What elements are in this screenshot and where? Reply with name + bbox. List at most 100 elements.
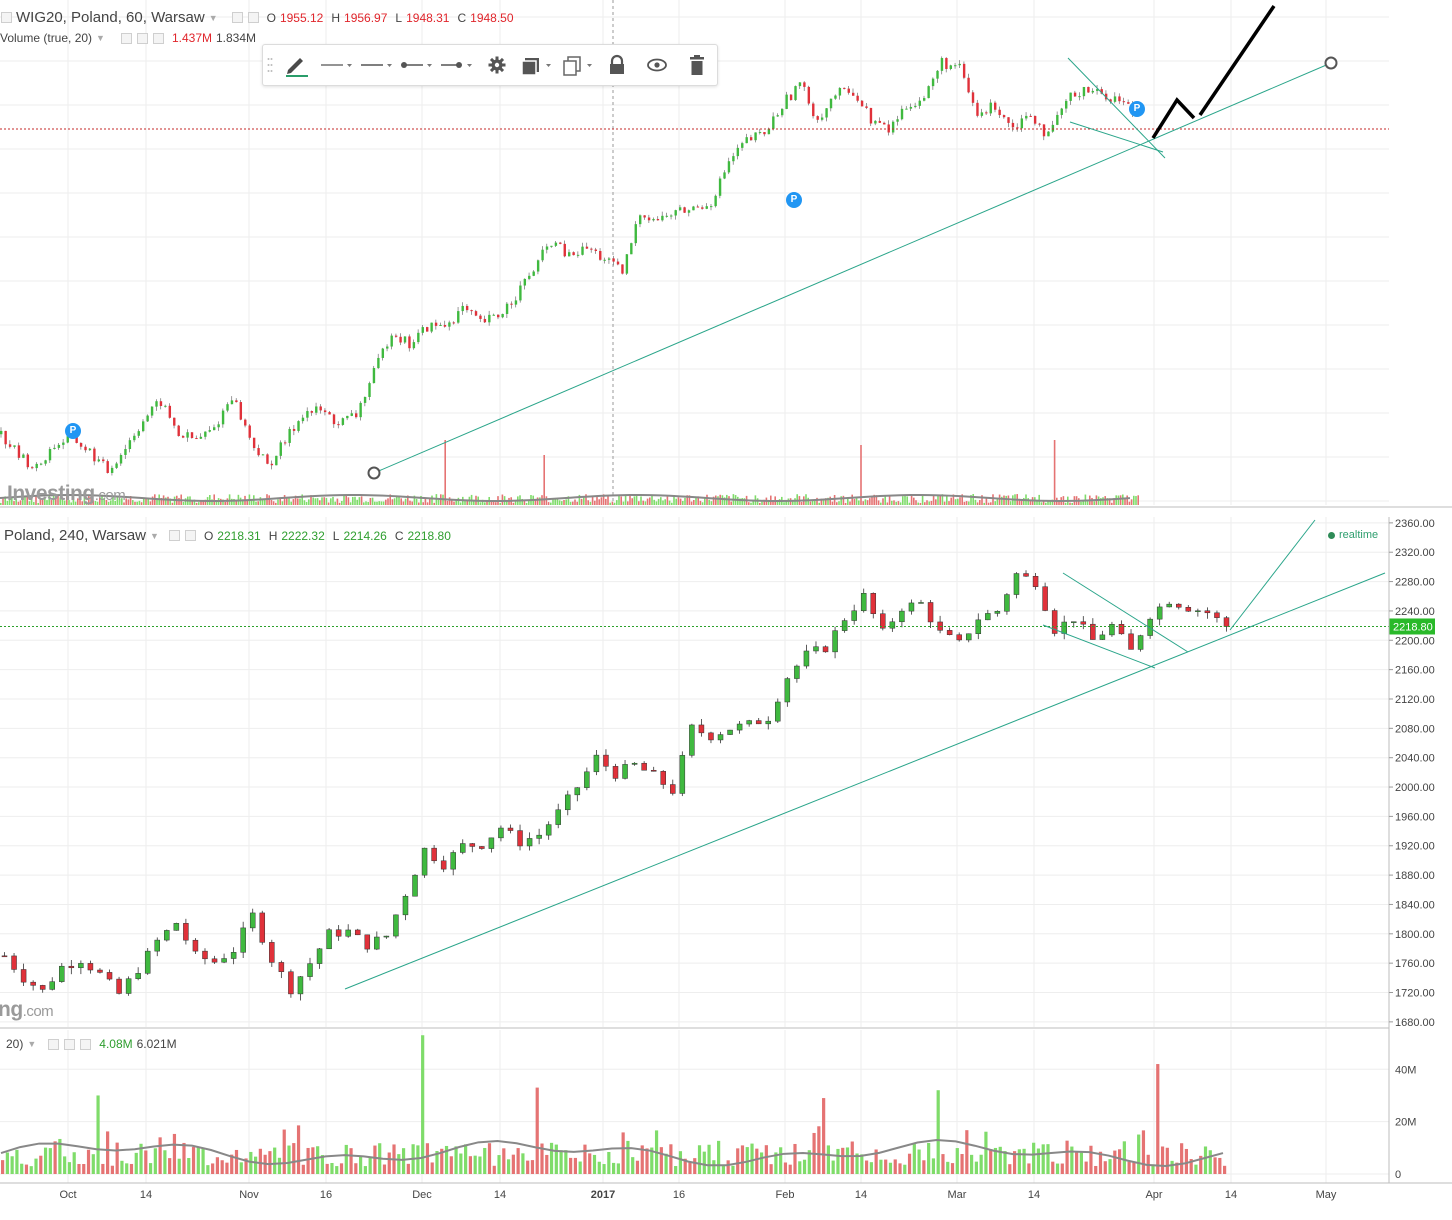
chevron-down-icon[interactable]: ▼ (27, 1039, 37, 1049)
settings-icon[interactable] (247, 12, 259, 23)
volume-bar (1208, 1150, 1212, 1174)
x-tick-label: Mar (948, 1189, 967, 1201)
layers-icon[interactable] (519, 53, 555, 77)
end-point-icon[interactable] (439, 53, 475, 77)
line-style-icon[interactable] (319, 53, 355, 77)
chevron-down-icon[interactable]: ▼ (208, 12, 218, 23)
candle (354, 929, 361, 936)
volume-bar (354, 496, 356, 505)
volume-bar (1001, 496, 1003, 505)
volume-bar (1175, 1162, 1179, 1174)
candle (270, 463, 274, 466)
volume-bar (1218, 1157, 1222, 1174)
volume-bar (530, 1160, 535, 1174)
candle (1013, 573, 1020, 595)
candle (244, 419, 247, 426)
volume-bar (397, 1154, 401, 1174)
chevron-down-icon[interactable]: ▼ (150, 530, 159, 541)
y-tick-label: 1840.00 (1395, 899, 1435, 911)
line-width-icon[interactable] (359, 53, 395, 77)
volume-bar (311, 1147, 315, 1174)
volume-bar (1058, 500, 1060, 505)
volume-bar (365, 501, 367, 505)
candle (763, 132, 766, 135)
copy-icon[interactable] (561, 53, 597, 77)
x-tick-label: Apr (1145, 1189, 1162, 1201)
candle (581, 246, 584, 255)
volume-bar (118, 498, 121, 505)
close-icon[interactable] (80, 1038, 92, 1050)
volume-bar (886, 502, 889, 505)
candle (526, 838, 533, 847)
volume-bar (697, 496, 699, 505)
collapse-icon[interactable] (1, 12, 12, 23)
volume-bar (339, 1163, 344, 1174)
volume-bar (849, 501, 851, 505)
volume-bar (669, 1144, 673, 1174)
candle (1090, 623, 1096, 640)
volume-bar (874, 1149, 878, 1174)
bottom-volume-ma: 6.021M (136, 1037, 177, 1051)
drag-handle-icon[interactable] (265, 53, 275, 77)
volume-bar (279, 497, 281, 505)
candle (383, 935, 390, 938)
settings-icon[interactable] (64, 1038, 76, 1050)
candle (230, 400, 234, 405)
volume-bar (624, 495, 627, 505)
visibility-icon[interactable] (120, 32, 132, 44)
visibility-icon[interactable] (48, 1038, 60, 1050)
event-badge[interactable]: P (786, 192, 802, 208)
volume-bar (631, 498, 633, 505)
volume-bar (1045, 502, 1047, 505)
candle (97, 969, 103, 973)
volume-bar (970, 495, 972, 505)
candle (1166, 603, 1172, 608)
gear-icon[interactable] (483, 53, 511, 77)
trash-icon[interactable] (683, 53, 711, 77)
volume-bar (13, 501, 15, 505)
candle (183, 923, 189, 941)
volume-bar (363, 502, 365, 505)
volume-bar (407, 495, 409, 505)
chevron-down-icon[interactable]: ▼ (96, 33, 105, 43)
volume-bar (1122, 494, 1124, 505)
volume-bar (1069, 502, 1071, 505)
candle (603, 259, 606, 261)
candle (1, 955, 8, 958)
volume-bar (728, 496, 730, 505)
pencil-icon[interactable] (281, 53, 311, 77)
visibility-icon[interactable] (231, 12, 243, 23)
close-icon[interactable] (152, 32, 164, 44)
drawings[interactable]: 2218.80 (0, 5, 1435, 990)
settings-icon[interactable] (136, 32, 148, 44)
candle (249, 912, 256, 929)
lock-icon[interactable] (603, 53, 631, 77)
volume-bar (305, 502, 308, 505)
volume-bar (974, 1161, 978, 1174)
volume-bar (596, 496, 598, 505)
candle (4, 430, 7, 445)
volume-bar (521, 498, 523, 505)
volume-bar (83, 494, 86, 505)
visibility-icon[interactable] (168, 530, 180, 541)
candle (1104, 93, 1108, 100)
volume-bar (820, 498, 823, 505)
volume-bar (816, 497, 818, 505)
event-badge[interactable]: P (65, 423, 81, 439)
candle (616, 261, 620, 265)
volume-bar (492, 501, 495, 505)
settings-icon[interactable] (184, 530, 196, 541)
candle (1185, 606, 1192, 612)
candle (159, 401, 163, 406)
eye-icon[interactable] (643, 53, 671, 77)
event-badge[interactable]: P (1129, 101, 1145, 117)
start-point-icon[interactable] (399, 53, 435, 77)
volume-bar (622, 501, 625, 505)
volume-bar (393, 498, 396, 505)
volume-bar (451, 499, 453, 505)
candle (116, 978, 122, 994)
candle (26, 454, 30, 468)
volume-bar (594, 500, 596, 505)
volume-bar (1055, 1163, 1060, 1174)
